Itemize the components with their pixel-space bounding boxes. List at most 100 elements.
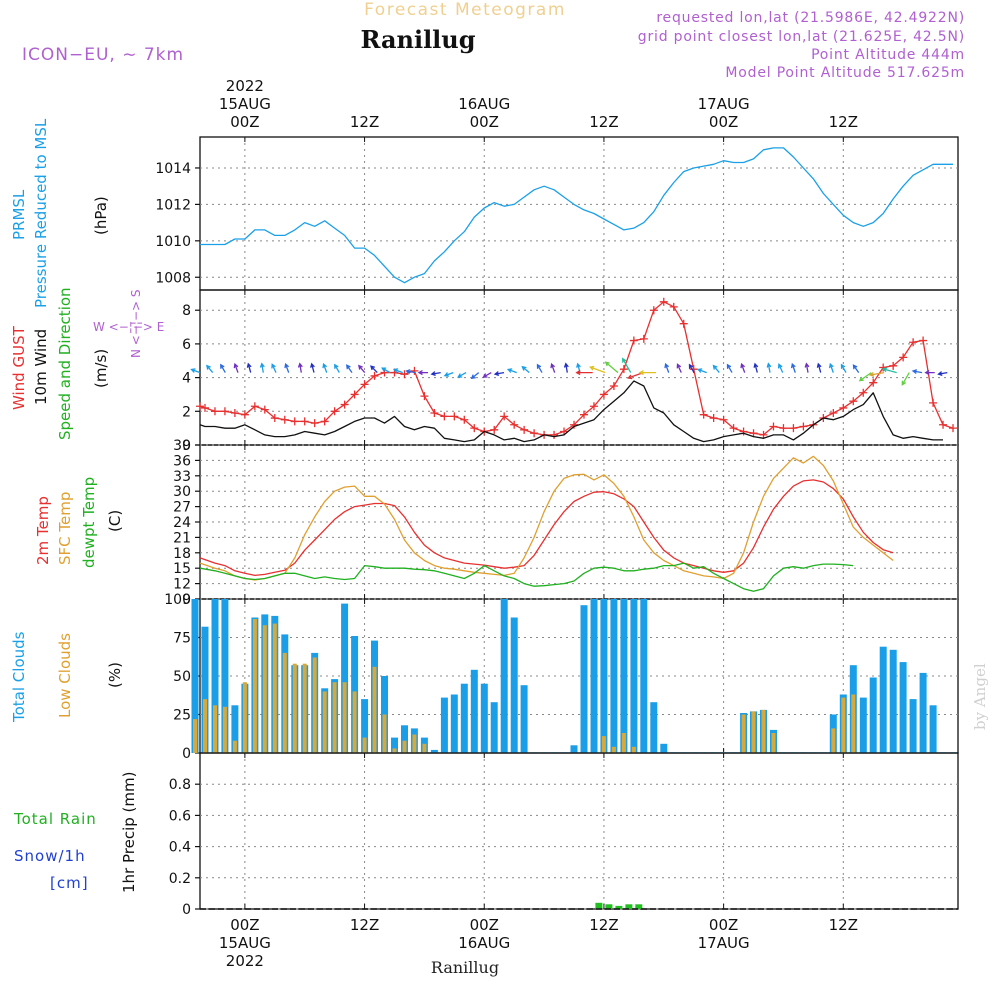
precip-ytick-label: 0.2 (169, 871, 191, 887)
clouds-ytick-label: 25 (173, 708, 191, 724)
low-cloud-bar (332, 682, 337, 753)
low-cloud-bar (392, 748, 397, 753)
precip-frame (199, 752, 959, 910)
rain-bar (635, 904, 643, 909)
header-subtitle: Forecast Meteogram (364, 0, 566, 20)
temperature-ytick-label: 18 (173, 546, 191, 562)
wind-direction-arrow (589, 365, 606, 374)
wind-gust-point (210, 407, 219, 416)
wind-direction-arrow (937, 371, 948, 377)
wind-direction-arrow (536, 363, 543, 373)
pressure-ytick-label: 1010 (155, 234, 191, 250)
temp-dewpt-line (199, 562, 854, 592)
total-cloud-bar (510, 617, 518, 753)
wind-direction-arrow (297, 362, 303, 373)
wind-gust-point (859, 388, 868, 397)
low-cloud-bar (362, 737, 367, 753)
low-cloud-bar (322, 691, 327, 753)
wind-direction-arrow (790, 362, 796, 373)
wind-gust-point (589, 402, 598, 411)
low-cloud-bar (601, 736, 606, 753)
precip-unit: 1hr Precip (mm) (120, 772, 138, 893)
low-cloud-bar (222, 706, 227, 753)
low-cloud-bar (771, 733, 776, 753)
total-cloud-bar (650, 702, 658, 753)
wind-gust-point (879, 363, 888, 372)
wind-gust-point (659, 297, 668, 306)
low-clouds-label: Low Clouds (56, 633, 74, 718)
low-cloud-bar (741, 714, 746, 753)
wind-gust-point (290, 417, 299, 426)
wind-direction-arrow (470, 372, 480, 380)
wind-direction-arrow (604, 361, 619, 374)
top-time-label: 00Z (709, 113, 738, 131)
low-cloud-bar (312, 657, 317, 753)
wind-gust-point (270, 414, 279, 423)
temperature-ytick-label: 39 (173, 438, 191, 454)
wind-gust-point (679, 319, 688, 328)
total-cloud-bar (620, 599, 628, 753)
wind-direction-arrow (430, 371, 441, 377)
pressure-line (200, 147, 953, 284)
wind-gust-point (579, 410, 588, 419)
wind-gust-point (929, 398, 938, 407)
wind-gust-point (550, 430, 559, 439)
wind-direction-arrow (482, 372, 492, 378)
low-cloud-bar (252, 619, 257, 753)
total-cloud-bar (899, 662, 907, 753)
wind-direction-arrow (858, 372, 872, 382)
wind-gust-label: Wind GUST (10, 325, 28, 410)
low-cloud-bar (193, 719, 197, 753)
wind-ytick-label: 6 (182, 337, 191, 353)
bottom-time-label: 15AUG (219, 934, 271, 952)
precip-ytick-label: 0.6 (169, 808, 191, 824)
wind-gust-point (470, 424, 479, 433)
wind-gust-point (360, 380, 369, 389)
temperature-ytick-label: 33 (173, 469, 191, 485)
bottom-time-label: 2022 (226, 952, 264, 970)
wind-direction-arrow (381, 367, 391, 374)
low-cloud-bar (232, 740, 237, 753)
low-cloud-bar (831, 728, 836, 753)
wind-direction-arrow (881, 367, 897, 374)
wind-direction-arrow (358, 364, 366, 374)
wind-gust-point (490, 425, 499, 434)
total-cloud-bar (401, 725, 408, 753)
wind-gust-point (779, 424, 788, 433)
wind-gust-point (869, 378, 878, 387)
wind-direction-arrow (726, 363, 733, 373)
wind-gust-point (450, 412, 459, 421)
rain-bar (615, 905, 623, 909)
wind-direction-arrow (740, 362, 746, 373)
wind-gust-point (230, 408, 239, 417)
bottom-time-label: 00Z (709, 916, 738, 934)
wind-gust-point (320, 417, 329, 426)
wind-gust-point (440, 412, 449, 421)
pressure-ytick-label: 1014 (155, 161, 191, 177)
temperature-ytick-label: 12 (173, 577, 191, 593)
total-cloud-bar (500, 599, 508, 753)
wind-gust-point (939, 420, 948, 429)
low-cloud-bar (761, 709, 766, 753)
low-cloud-bar (372, 666, 377, 753)
requested-lonlat: requested lon,lat (21.5986E, 42.4922N) (656, 10, 965, 26)
low-cloud-bar (352, 691, 357, 753)
wind-gust-point (949, 424, 958, 433)
wind-direction-arrow (405, 369, 416, 375)
low-cloud-bar (302, 663, 307, 753)
wind-gust-point (839, 403, 848, 412)
wind-gust-point (789, 424, 798, 433)
panel-clouds: 0 25 50 75 100 (164, 592, 959, 762)
total-cloud-bar (450, 694, 458, 753)
clouds-ytick-label: 0 (182, 746, 191, 762)
top-time-label: 2022 (226, 77, 264, 95)
panel-side-labels: PRMSL Pressure Reduced to MSL (hPa) Wind… (10, 118, 164, 893)
pressure-ytick-label: 1008 (155, 270, 191, 286)
snow-unit-label: [cm] (50, 874, 89, 892)
total-cloud-bar (191, 599, 199, 753)
wind-gust-point (769, 422, 778, 431)
wind-gust-point (340, 400, 349, 409)
wind-direction-arrow (346, 364, 353, 373)
wind-direction-arrow (828, 362, 834, 373)
